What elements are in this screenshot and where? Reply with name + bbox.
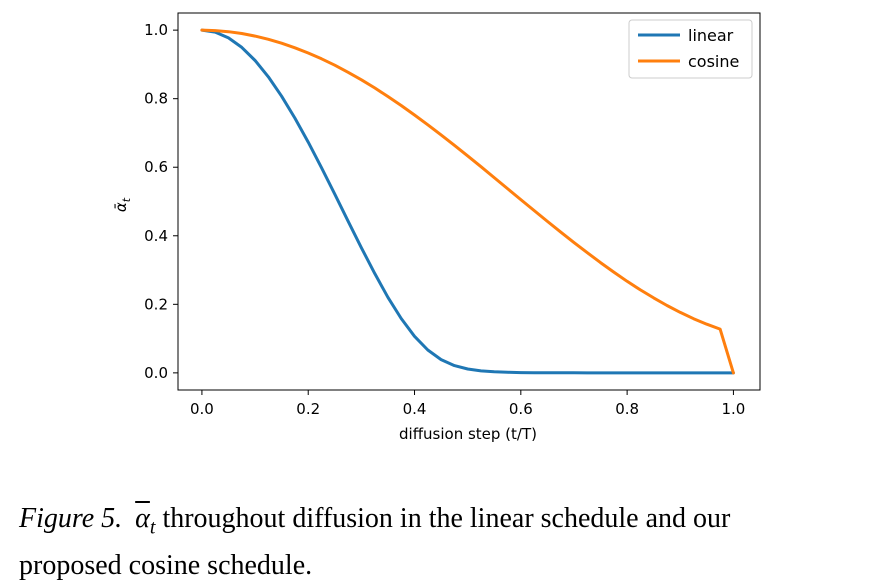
series-lines <box>200 28 735 375</box>
caption-text-line2: proposed cosine schedule. <box>19 549 313 581</box>
y-tick-label: 0.2 <box>144 295 168 313</box>
legend-cosine-label: cosine <box>688 52 739 71</box>
series-line-cosine <box>200 28 735 375</box>
x-tick-label: 0.2 <box>296 400 320 418</box>
x-axis-label: diffusion step (t/T) <box>399 425 537 443</box>
y-axis-label: ᾱt <box>112 197 133 212</box>
y-tick-label: 1.0 <box>144 21 168 39</box>
y-axis-ticks: 0.0 0.2 0.4 0.6 0.8 1.0 <box>144 21 178 382</box>
legend: linear cosine <box>628 19 753 79</box>
x-tick-label: 0.6 <box>509 400 533 418</box>
alpha-bar-subscript: t <box>149 516 156 539</box>
figure-label: Figure 5. <box>19 503 123 534</box>
legend-linear-label: linear <box>688 26 734 45</box>
caption-text-line1: throughout diffusion in the linear sched… <box>162 503 731 534</box>
x-axis-ticks: 0.0 0.2 0.4 0.6 0.8 1.0 <box>190 390 745 418</box>
x-tick-label: 0.0 <box>190 400 214 418</box>
y-tick-label: 0.6 <box>144 158 168 176</box>
alpha-bar-symbol: α <box>135 503 150 534</box>
plot-frame <box>177 12 761 391</box>
figure-caption: Figure 5. αt throughout diffusion in the… <box>19 500 879 584</box>
y-tick-label: 0.8 <box>144 90 168 108</box>
line-chart: 0.0 0.2 0.4 0.6 0.8 1.0 0.0 0.2 0.4 0.6 0.8 1.0 di… <box>112 12 761 443</box>
series-line-linear <box>200 28 735 375</box>
y-tick-label: 0.0 <box>144 364 168 382</box>
x-tick-label: 0.4 <box>403 400 427 418</box>
y-tick-label: 0.4 <box>144 227 168 245</box>
x-tick-label: 0.8 <box>615 400 639 418</box>
x-tick-label: 1.0 <box>721 400 745 418</box>
